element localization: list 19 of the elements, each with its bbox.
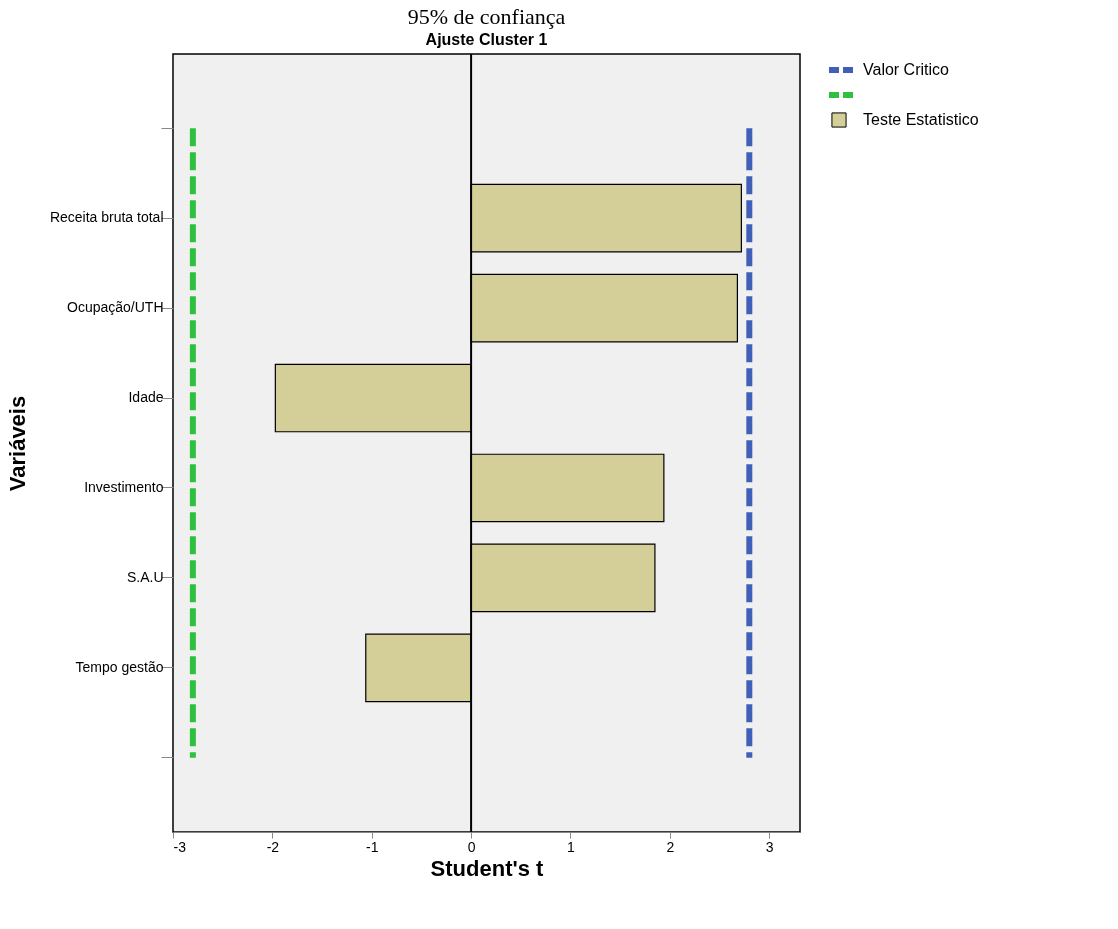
x-axis-title: Student's t [430, 855, 545, 881]
legend-label: Valor Critico [863, 61, 950, 78]
x-tick-label: 1 [567, 838, 576, 855]
x-tick-label: -3 [173, 838, 187, 855]
x-tick-label: 0 [467, 838, 476, 855]
y-tick-label: S.A.U [126, 568, 164, 585]
y-tick-label: Receita bruta total [49, 209, 164, 226]
y-tick-label: Tempo gestão [75, 658, 164, 675]
y-tick-label: Ocupação/UTH [67, 299, 164, 316]
y-tick-label: Idade [128, 389, 164, 406]
y-tick-label: Investimento [84, 478, 164, 495]
chart-title: 95% de confiança [407, 4, 566, 29]
x-tick-label: 2 [666, 838, 675, 855]
x-tick-label: -2 [266, 838, 280, 855]
x-tick-label: 3 [765, 838, 774, 855]
legend-label: Teste Estatistico [863, 111, 979, 128]
x-tick-label: -1 [366, 838, 379, 855]
chart-subtitle: Ajuste Cluster 1 [425, 31, 548, 48]
y-axis-title: Variáveis [4, 395, 30, 492]
